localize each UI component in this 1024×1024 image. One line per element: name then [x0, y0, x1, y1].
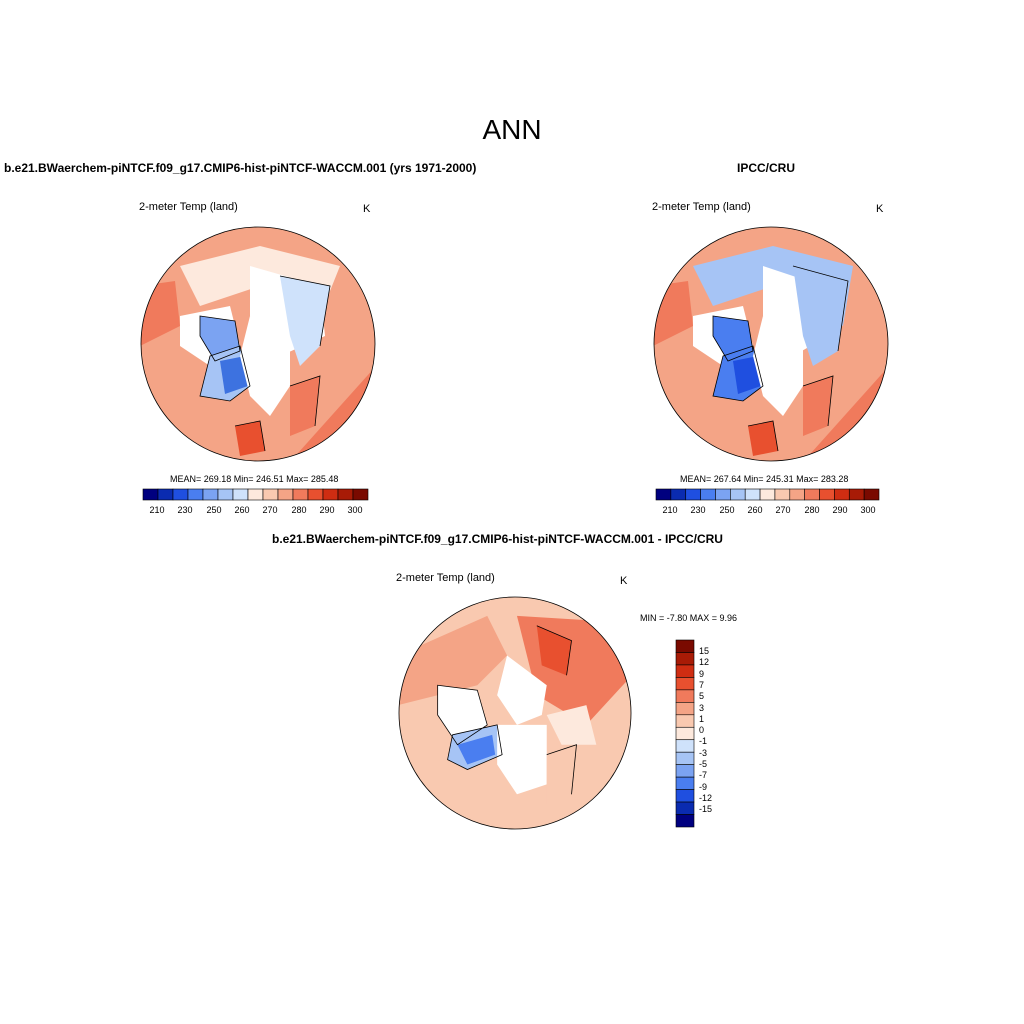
- colorbar-swatch: [655, 488, 672, 501]
- panel-3-variable-label: 2-meter Temp (land): [396, 572, 495, 584]
- colorbar-tick-label: -1: [699, 736, 708, 747]
- colorbar-swatch: [675, 801, 695, 815]
- colorbar-swatch: [700, 488, 716, 501]
- colorbar-tick-label: 3: [699, 702, 705, 713]
- colorbar-tick-label: 290: [319, 505, 335, 515]
- colorbar-swatch: [759, 488, 776, 501]
- colorbar-tick-label: -12: [699, 792, 713, 803]
- colorbar-swatch: [863, 488, 880, 501]
- panel-1-stats: MEAN= 269.18 Min= 246.51 Max= 285.48: [170, 474, 339, 484]
- colorbar-swatch: [675, 714, 695, 728]
- colorbar-swatch: [217, 488, 234, 501]
- colorbar-tick-label: 9: [699, 668, 705, 679]
- colorbar-swatch: [307, 488, 324, 501]
- panel-3-units-label: K: [620, 575, 628, 587]
- colorbar-swatch: [675, 702, 695, 716]
- colorbar-swatch: [730, 488, 746, 501]
- colorbar-tick-label: 7: [699, 679, 705, 690]
- colorbar-tick-label: 300: [860, 505, 876, 515]
- colorbar-swatch: [804, 488, 820, 501]
- colorbar-tick-label: -7: [699, 770, 708, 781]
- colorbar-tick-label: 260: [747, 505, 763, 515]
- colorbar-swatch: [675, 689, 695, 703]
- colorbar-swatch: [247, 488, 264, 501]
- colorbar-tick-label: 280: [291, 505, 307, 515]
- panel-2-units-label: K: [876, 203, 884, 215]
- colorbar-swatch: [819, 488, 835, 501]
- colorbar-swatch: [352, 488, 369, 501]
- colorbar-swatch: [322, 488, 339, 501]
- colorbar-swatch: [172, 488, 189, 501]
- panel-3-title: b.e21.BWaerchem-piNTCF.f09_g17.CMIP6-his…: [272, 532, 723, 546]
- panel-1-variable-label: 2-meter Temp (land): [139, 201, 238, 213]
- colorbar-swatch: [142, 488, 159, 501]
- colorbar-tick-label: 250: [719, 505, 735, 515]
- colorbar-swatch: [675, 652, 695, 666]
- colorbar-tick-label: -15: [699, 804, 713, 815]
- colorbar-tick-label: -5: [699, 759, 708, 769]
- colorbar-swatch: [715, 488, 731, 501]
- colorbar-swatch: [202, 488, 219, 501]
- panel-3-polar-map: [398, 596, 632, 830]
- panel-2-colorbar: [655, 488, 880, 501]
- colorbar-swatch: [675, 814, 695, 828]
- colorbar-swatch: [262, 488, 279, 501]
- figure-title: ANN: [482, 114, 542, 145]
- colorbar-swatch: [848, 488, 865, 501]
- colorbar-tick-label: 210: [149, 505, 165, 515]
- colorbar-swatch: [789, 488, 805, 501]
- colorbar-tick-label: 270: [262, 505, 278, 515]
- colorbar-swatch: [292, 488, 309, 501]
- colorbar-swatch: [685, 488, 701, 501]
- colorbar-tick-label: 12: [699, 657, 710, 668]
- colorbar-swatch: [675, 726, 695, 741]
- colorbar-tick-label: 0: [699, 725, 705, 736]
- colorbar-tick-label: 270: [775, 505, 791, 515]
- colorbar-tick-label: 290: [832, 505, 848, 515]
- colorbar-tick-label: 280: [804, 505, 820, 515]
- colorbar-swatch: [670, 488, 687, 501]
- colorbar-tick-label: -3: [699, 747, 708, 758]
- colorbar-swatch: [232, 488, 249, 501]
- panel-1-polar-map: [140, 226, 376, 462]
- colorbar-tick-label: -9: [699, 781, 708, 792]
- colorbar-tick-label: 230: [690, 505, 706, 515]
- colorbar-swatch: [337, 488, 354, 501]
- panel-1-colorbar: [142, 488, 369, 501]
- colorbar-swatch: [675, 789, 695, 803]
- colorbar-swatch: [675, 677, 695, 691]
- colorbar-swatch: [675, 639, 695, 653]
- colorbar-swatch: [187, 488, 204, 501]
- panel-2-polar-map: [653, 226, 889, 462]
- panel-3-stats: MIN = -7.80 MAX = 9.96: [640, 613, 738, 623]
- colorbar-tick-label: 250: [206, 505, 222, 515]
- colorbar-tick-label: 300: [347, 505, 363, 515]
- colorbar-tick-label: 260: [234, 505, 250, 515]
- panel-2-stats: MEAN= 267.64 Min= 245.31 Max= 283.28: [680, 474, 849, 484]
- colorbar-swatch: [675, 751, 695, 765]
- colorbar-swatch: [675, 776, 695, 790]
- colorbar-tick-label: 5: [699, 691, 705, 702]
- colorbar-tick-label: 210: [662, 505, 678, 515]
- panel-2-variable-label: 2-meter Temp (land): [652, 201, 751, 213]
- panel-3-colorbar: [675, 639, 695, 828]
- colorbar-swatch: [834, 488, 850, 501]
- colorbar-tick-label: 15: [699, 646, 710, 656]
- colorbar-swatch: [675, 664, 695, 678]
- colorbar-tick-label: 230: [177, 505, 193, 515]
- colorbar-tick-label: 1: [699, 713, 705, 724]
- colorbar-swatch: [157, 488, 174, 501]
- colorbar-swatch: [675, 739, 695, 753]
- panel-2-title: IPCC/CRU: [737, 161, 796, 175]
- panel-1-title: b.e21.BWaerchem-piNTCF.f09_g17.CMIP6-his…: [4, 161, 477, 175]
- colorbar-swatch: [675, 764, 695, 778]
- colorbar-swatch: [277, 488, 294, 501]
- colorbar-swatch: [744, 488, 761, 501]
- panel-1-units-label: K: [363, 203, 371, 215]
- colorbar-swatch: [774, 488, 791, 501]
